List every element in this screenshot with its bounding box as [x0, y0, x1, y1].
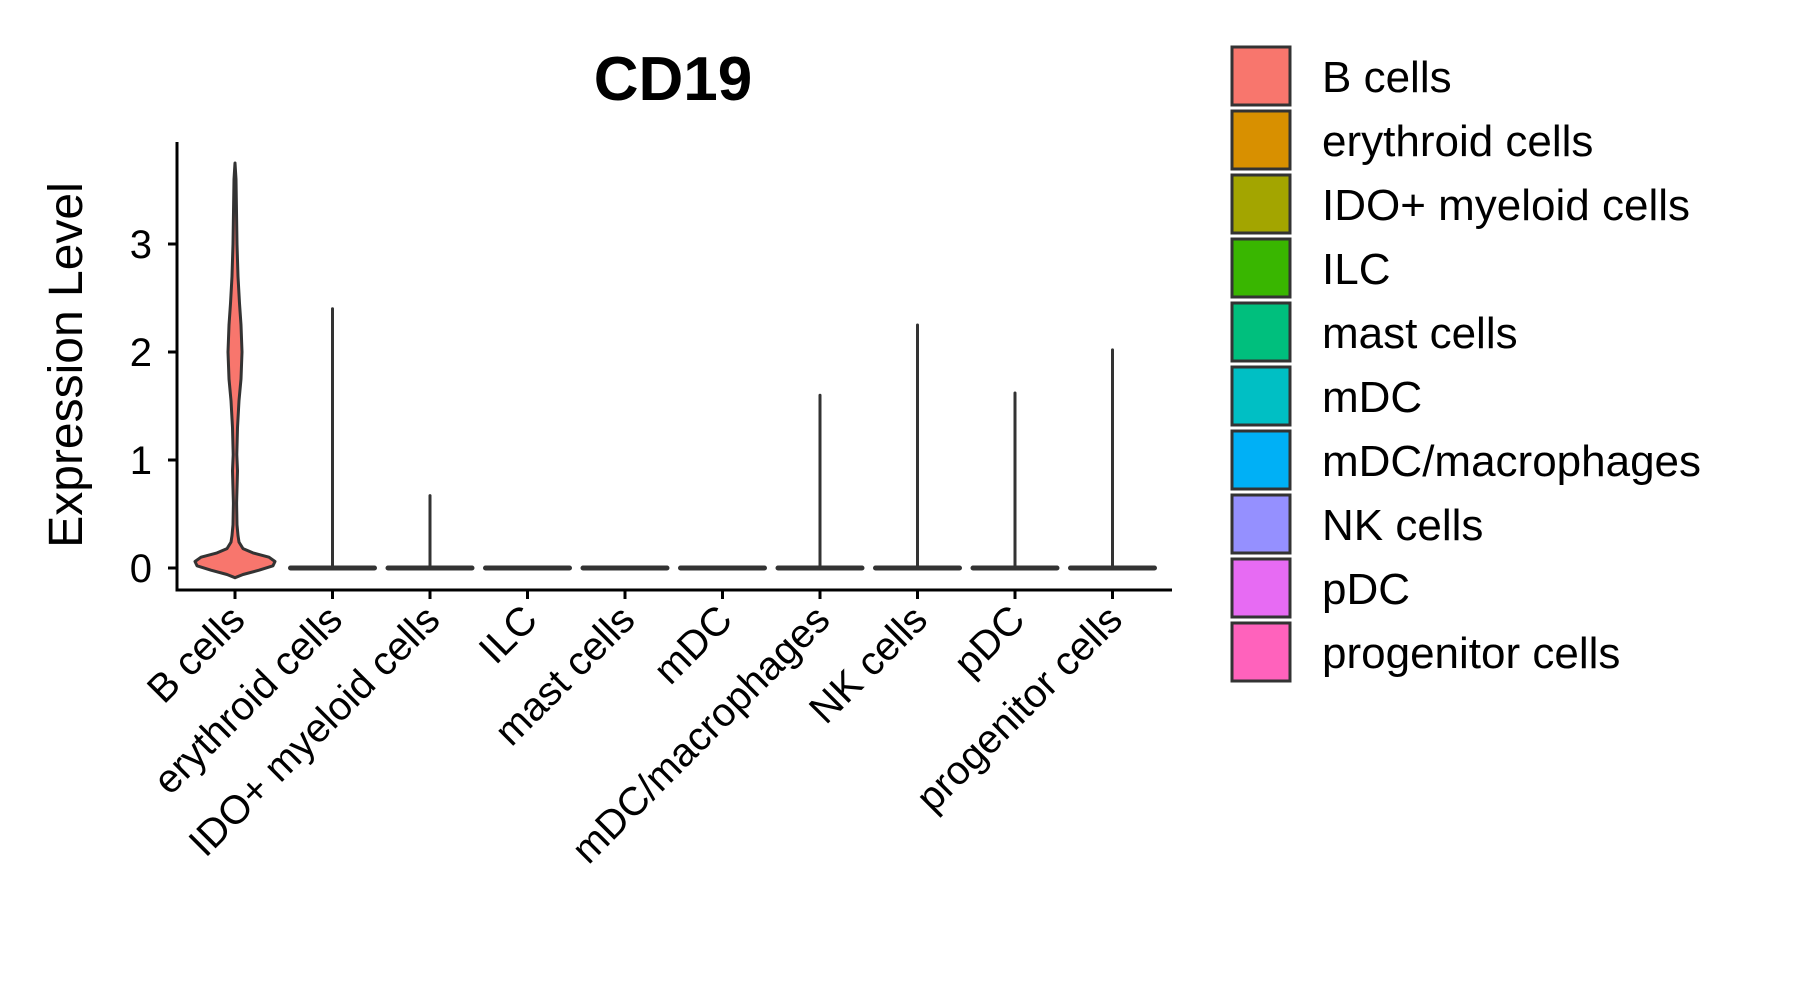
y-tick-label-2: 2: [130, 331, 152, 375]
x-tick-label-ilc: ILC: [471, 597, 546, 672]
x-tick-label-pdc: pDC: [946, 597, 1034, 685]
legend-label-ido-myeloid-cells: IDO+ myeloid cells: [1322, 181, 1690, 230]
violin-nk-cells: [873, 323, 962, 571]
legend-key-mdc-macrophages: [1230, 429, 1292, 491]
violin-ilc-base: [483, 565, 572, 571]
legend-label-ilc: ILC: [1322, 245, 1390, 294]
legend-key-erythroid-cells: [1230, 109, 1292, 171]
chart-title: CD19: [594, 45, 753, 114]
y-tick-label-1: 1: [130, 439, 152, 483]
legend-label-nk-cells: NK cells: [1322, 501, 1483, 550]
violin-ilc: [483, 565, 572, 571]
legend-key-b-cells: [1230, 45, 1292, 107]
legend-label-progenitor-cells: progenitor cells: [1322, 629, 1620, 678]
violin-layer: [193, 161, 1157, 580]
violin-progenitor-cells: [1068, 348, 1157, 571]
y-axis-label: Expression Level: [40, 182, 93, 548]
legend-label-mdc: mDC: [1322, 373, 1422, 422]
legend-key-nk-cells: [1230, 493, 1292, 555]
violin-b-cells: [193, 161, 277, 580]
legend-key-progenitor-cells: [1230, 621, 1292, 683]
violin-mdc-macrophages: [775, 393, 865, 571]
violin-mast-cells: [580, 565, 670, 571]
legend-label-b-cells: B cells: [1322, 53, 1452, 102]
legend-key-mdc: [1230, 365, 1292, 427]
legend-label-mast-cells: mast cells: [1322, 309, 1518, 358]
violin-mdc-base: [678, 565, 767, 571]
y-axis-ticks: 0 1 2 3: [130, 223, 177, 591]
y-tick-label-0: 0: [130, 547, 152, 591]
violin-erythroid-cells: [288, 307, 377, 571]
y-tick-label-3: 3: [130, 223, 152, 267]
violin-pdc: [970, 391, 1060, 571]
violin-mdc: [678, 565, 767, 571]
legend-key-mast-cells: [1230, 301, 1292, 363]
violin-mast-cells-base: [580, 565, 670, 571]
legend-label-mdc-macrophages: mDC/macrophages: [1322, 437, 1701, 486]
legend-label-erythroid-cells: erythroid cells: [1322, 117, 1593, 166]
legend-key-pdc: [1230, 557, 1292, 619]
legend-key-ido-myeloid-cells: [1230, 173, 1292, 235]
legend-label-pdc: pDC: [1322, 565, 1410, 614]
violin-ido-myeloid-cells: [385, 494, 475, 571]
legend: B cells erythroid cells IDO+ myeloid cells…: [1230, 45, 1701, 683]
legend-key-ilc: [1230, 237, 1292, 299]
